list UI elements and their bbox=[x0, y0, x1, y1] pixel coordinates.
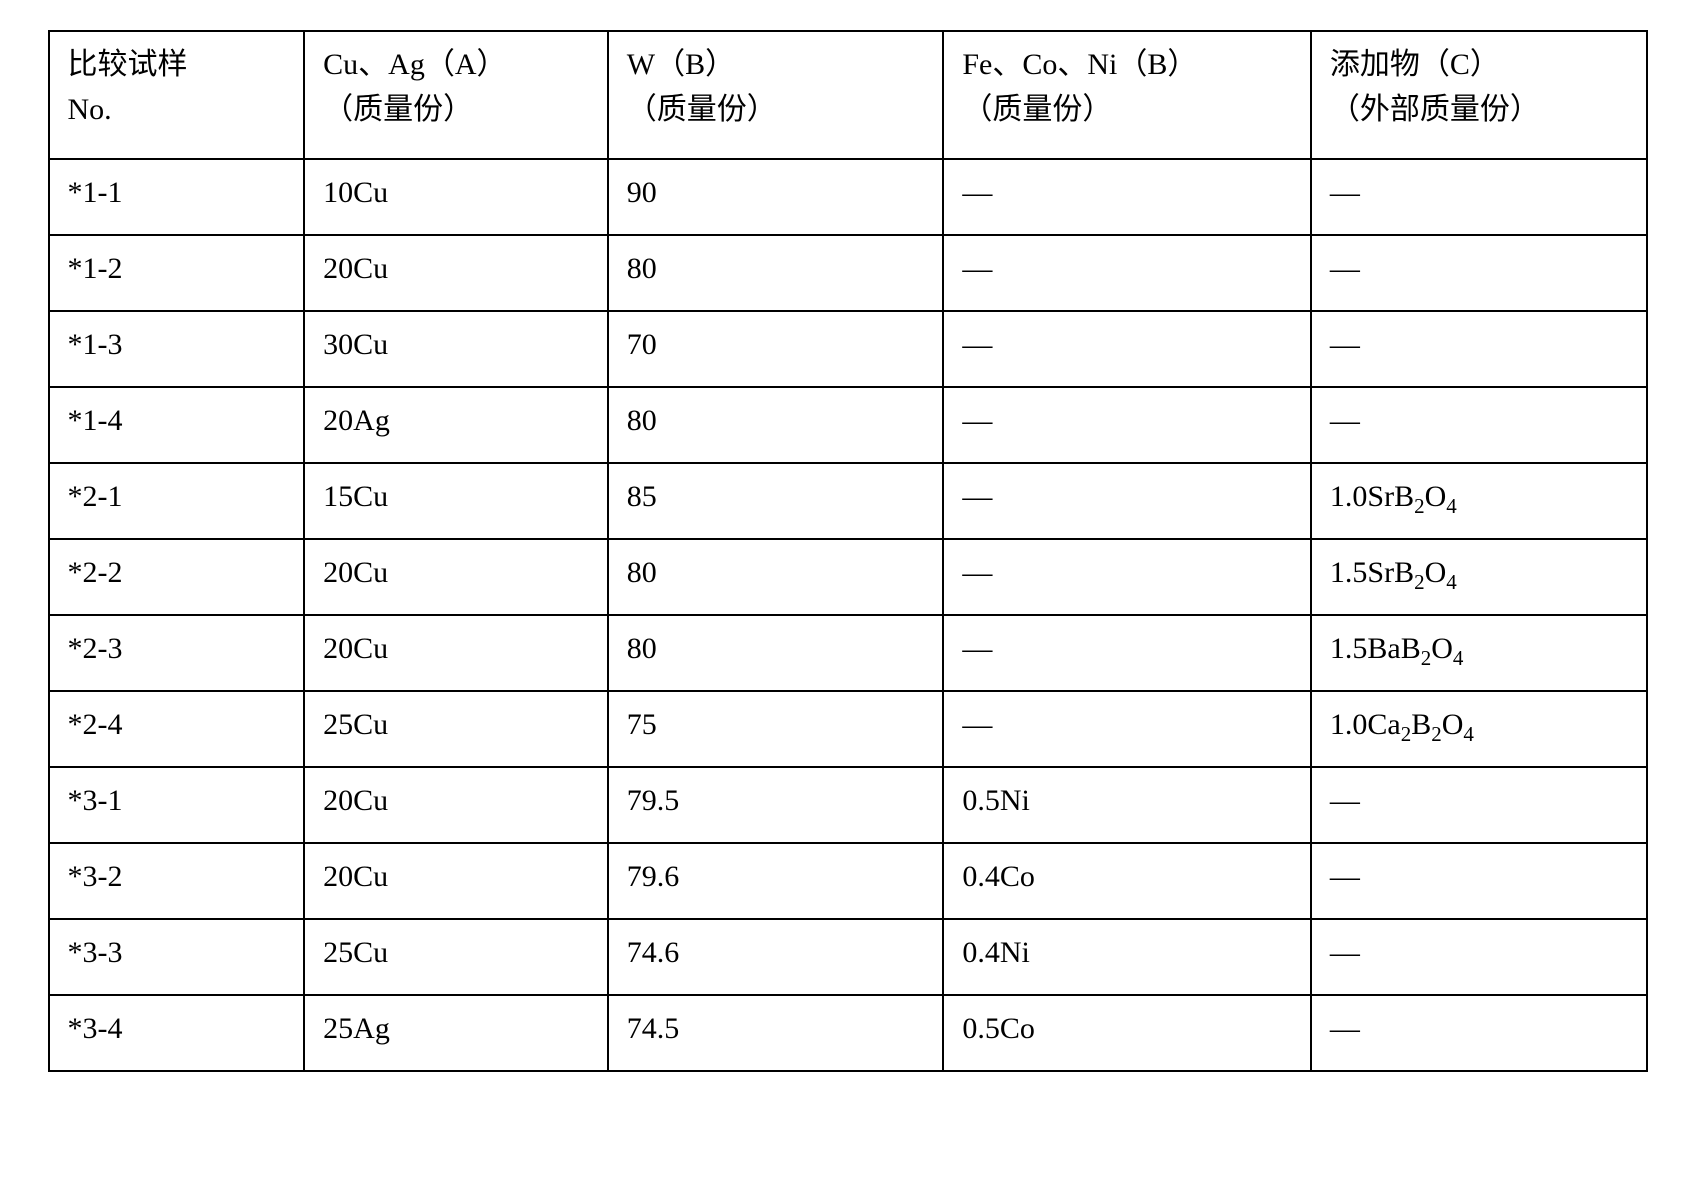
table-row: *1-330Cu70—— bbox=[49, 311, 1647, 387]
header-line1: 添加物（C） bbox=[1330, 42, 1628, 87]
cell-cuag: 15Cu bbox=[304, 463, 608, 539]
cell-additive: — bbox=[1311, 387, 1647, 463]
cell-cuag: 25Cu bbox=[304, 691, 608, 767]
cell-additive: — bbox=[1311, 995, 1647, 1071]
cell-cuag: 25Cu bbox=[304, 919, 608, 995]
cell-w: 74.6 bbox=[608, 919, 944, 995]
cell-cuag: 30Cu bbox=[304, 311, 608, 387]
cell-sample-no: *1-3 bbox=[49, 311, 305, 387]
cell-feconi: 0.5Co bbox=[943, 995, 1311, 1071]
cell-sample-no: *3-3 bbox=[49, 919, 305, 995]
header-cuag: Cu、Ag（A） （质量份） bbox=[304, 31, 608, 159]
cell-w: 70 bbox=[608, 311, 944, 387]
cell-additive: — bbox=[1311, 843, 1647, 919]
header-line1: W（B） bbox=[627, 42, 925, 87]
table-row: *2-115Cu85—1.0SrB2O4 bbox=[49, 463, 1647, 539]
table-header: 比较试样 No. Cu、Ag（A） （质量份） W（B） （质量份） Fe、Co… bbox=[49, 31, 1647, 159]
header-feconi: Fe、Co、Ni（B） （质量份） bbox=[943, 31, 1311, 159]
header-line1: 比较试样 bbox=[68, 42, 286, 87]
table-row: *2-425Cu75—1.0Ca2B2O4 bbox=[49, 691, 1647, 767]
cell-additive: 1.0SrB2O4 bbox=[1311, 463, 1647, 539]
header-line2: （质量份） bbox=[627, 87, 925, 132]
cell-feconi: 0.4Co bbox=[943, 843, 1311, 919]
cell-sample-no: *3-1 bbox=[49, 767, 305, 843]
composition-table: 比较试样 No. Cu、Ag（A） （质量份） W（B） （质量份） Fe、Co… bbox=[48, 30, 1648, 1072]
header-additive: 添加物（C） （外部质量份） bbox=[1311, 31, 1647, 159]
cell-w: 90 bbox=[608, 159, 944, 235]
header-line1: Cu、Ag（A） bbox=[323, 42, 589, 87]
cell-cuag: 20Cu bbox=[304, 235, 608, 311]
cell-cuag: 20Cu bbox=[304, 767, 608, 843]
cell-w: 75 bbox=[608, 691, 944, 767]
cell-w: 80 bbox=[608, 235, 944, 311]
cell-feconi: — bbox=[943, 539, 1311, 615]
table-row: *2-320Cu80—1.5BaB2O4 bbox=[49, 615, 1647, 691]
table-body: *1-110Cu90——*1-220Cu80——*1-330Cu70——*1-4… bbox=[49, 159, 1647, 1071]
cell-sample-no: *2-2 bbox=[49, 539, 305, 615]
cell-w: 80 bbox=[608, 615, 944, 691]
cell-additive: 1.5BaB2O4 bbox=[1311, 615, 1647, 691]
cell-additive: — bbox=[1311, 919, 1647, 995]
cell-feconi: — bbox=[943, 463, 1311, 539]
cell-feconi: — bbox=[943, 311, 1311, 387]
cell-w: 80 bbox=[608, 539, 944, 615]
cell-sample-no: *2-3 bbox=[49, 615, 305, 691]
cell-sample-no: *2-1 bbox=[49, 463, 305, 539]
table-row: *3-325Cu74.60.4Ni— bbox=[49, 919, 1647, 995]
cell-additive: 1.0Ca2B2O4 bbox=[1311, 691, 1647, 767]
cell-sample-no: *3-2 bbox=[49, 843, 305, 919]
header-line2: No. bbox=[68, 87, 286, 132]
cell-cuag: 25Ag bbox=[304, 995, 608, 1071]
cell-sample-no: *3-4 bbox=[49, 995, 305, 1071]
cell-cuag: 20Ag bbox=[304, 387, 608, 463]
cell-sample-no: *2-4 bbox=[49, 691, 305, 767]
table-row: *3-425Ag74.50.5Co— bbox=[49, 995, 1647, 1071]
table-row: *3-120Cu79.50.5Ni— bbox=[49, 767, 1647, 843]
cell-sample-no: *1-2 bbox=[49, 235, 305, 311]
cell-feconi: — bbox=[943, 235, 1311, 311]
header-w: W（B） （质量份） bbox=[608, 31, 944, 159]
cell-feconi: — bbox=[943, 387, 1311, 463]
header-sample-no: 比较试样 No. bbox=[49, 31, 305, 159]
table-row: *3-220Cu79.60.4Co— bbox=[49, 843, 1647, 919]
cell-w: 74.5 bbox=[608, 995, 944, 1071]
cell-cuag: 20Cu bbox=[304, 539, 608, 615]
cell-feconi: — bbox=[943, 691, 1311, 767]
cell-feconi: — bbox=[943, 159, 1311, 235]
cell-additive: — bbox=[1311, 767, 1647, 843]
table-row: *1-420Ag80—— bbox=[49, 387, 1647, 463]
table-row: *1-220Cu80—— bbox=[49, 235, 1647, 311]
header-line1: Fe、Co、Ni（B） bbox=[962, 42, 1292, 87]
cell-additive: — bbox=[1311, 311, 1647, 387]
cell-feconi: 0.5Ni bbox=[943, 767, 1311, 843]
cell-sample-no: *1-4 bbox=[49, 387, 305, 463]
cell-additive: — bbox=[1311, 159, 1647, 235]
cell-w: 79.6 bbox=[608, 843, 944, 919]
cell-w: 85 bbox=[608, 463, 944, 539]
cell-additive: — bbox=[1311, 235, 1647, 311]
header-row: 比较试样 No. Cu、Ag（A） （质量份） W（B） （质量份） Fe、Co… bbox=[49, 31, 1647, 159]
cell-cuag: 20Cu bbox=[304, 843, 608, 919]
table-container: 比较试样 No. Cu、Ag（A） （质量份） W（B） （质量份） Fe、Co… bbox=[48, 30, 1648, 1072]
header-line2: （质量份） bbox=[962, 87, 1292, 132]
cell-feconi: — bbox=[943, 615, 1311, 691]
header-line2: （质量份） bbox=[323, 87, 589, 132]
table-row: *2-220Cu80—1.5SrB2O4 bbox=[49, 539, 1647, 615]
cell-cuag: 10Cu bbox=[304, 159, 608, 235]
cell-cuag: 20Cu bbox=[304, 615, 608, 691]
cell-feconi: 0.4Ni bbox=[943, 919, 1311, 995]
cell-w: 79.5 bbox=[608, 767, 944, 843]
cell-additive: 1.5SrB2O4 bbox=[1311, 539, 1647, 615]
cell-sample-no: *1-1 bbox=[49, 159, 305, 235]
header-line2: （外部质量份） bbox=[1330, 87, 1628, 132]
table-row: *1-110Cu90—— bbox=[49, 159, 1647, 235]
cell-w: 80 bbox=[608, 387, 944, 463]
